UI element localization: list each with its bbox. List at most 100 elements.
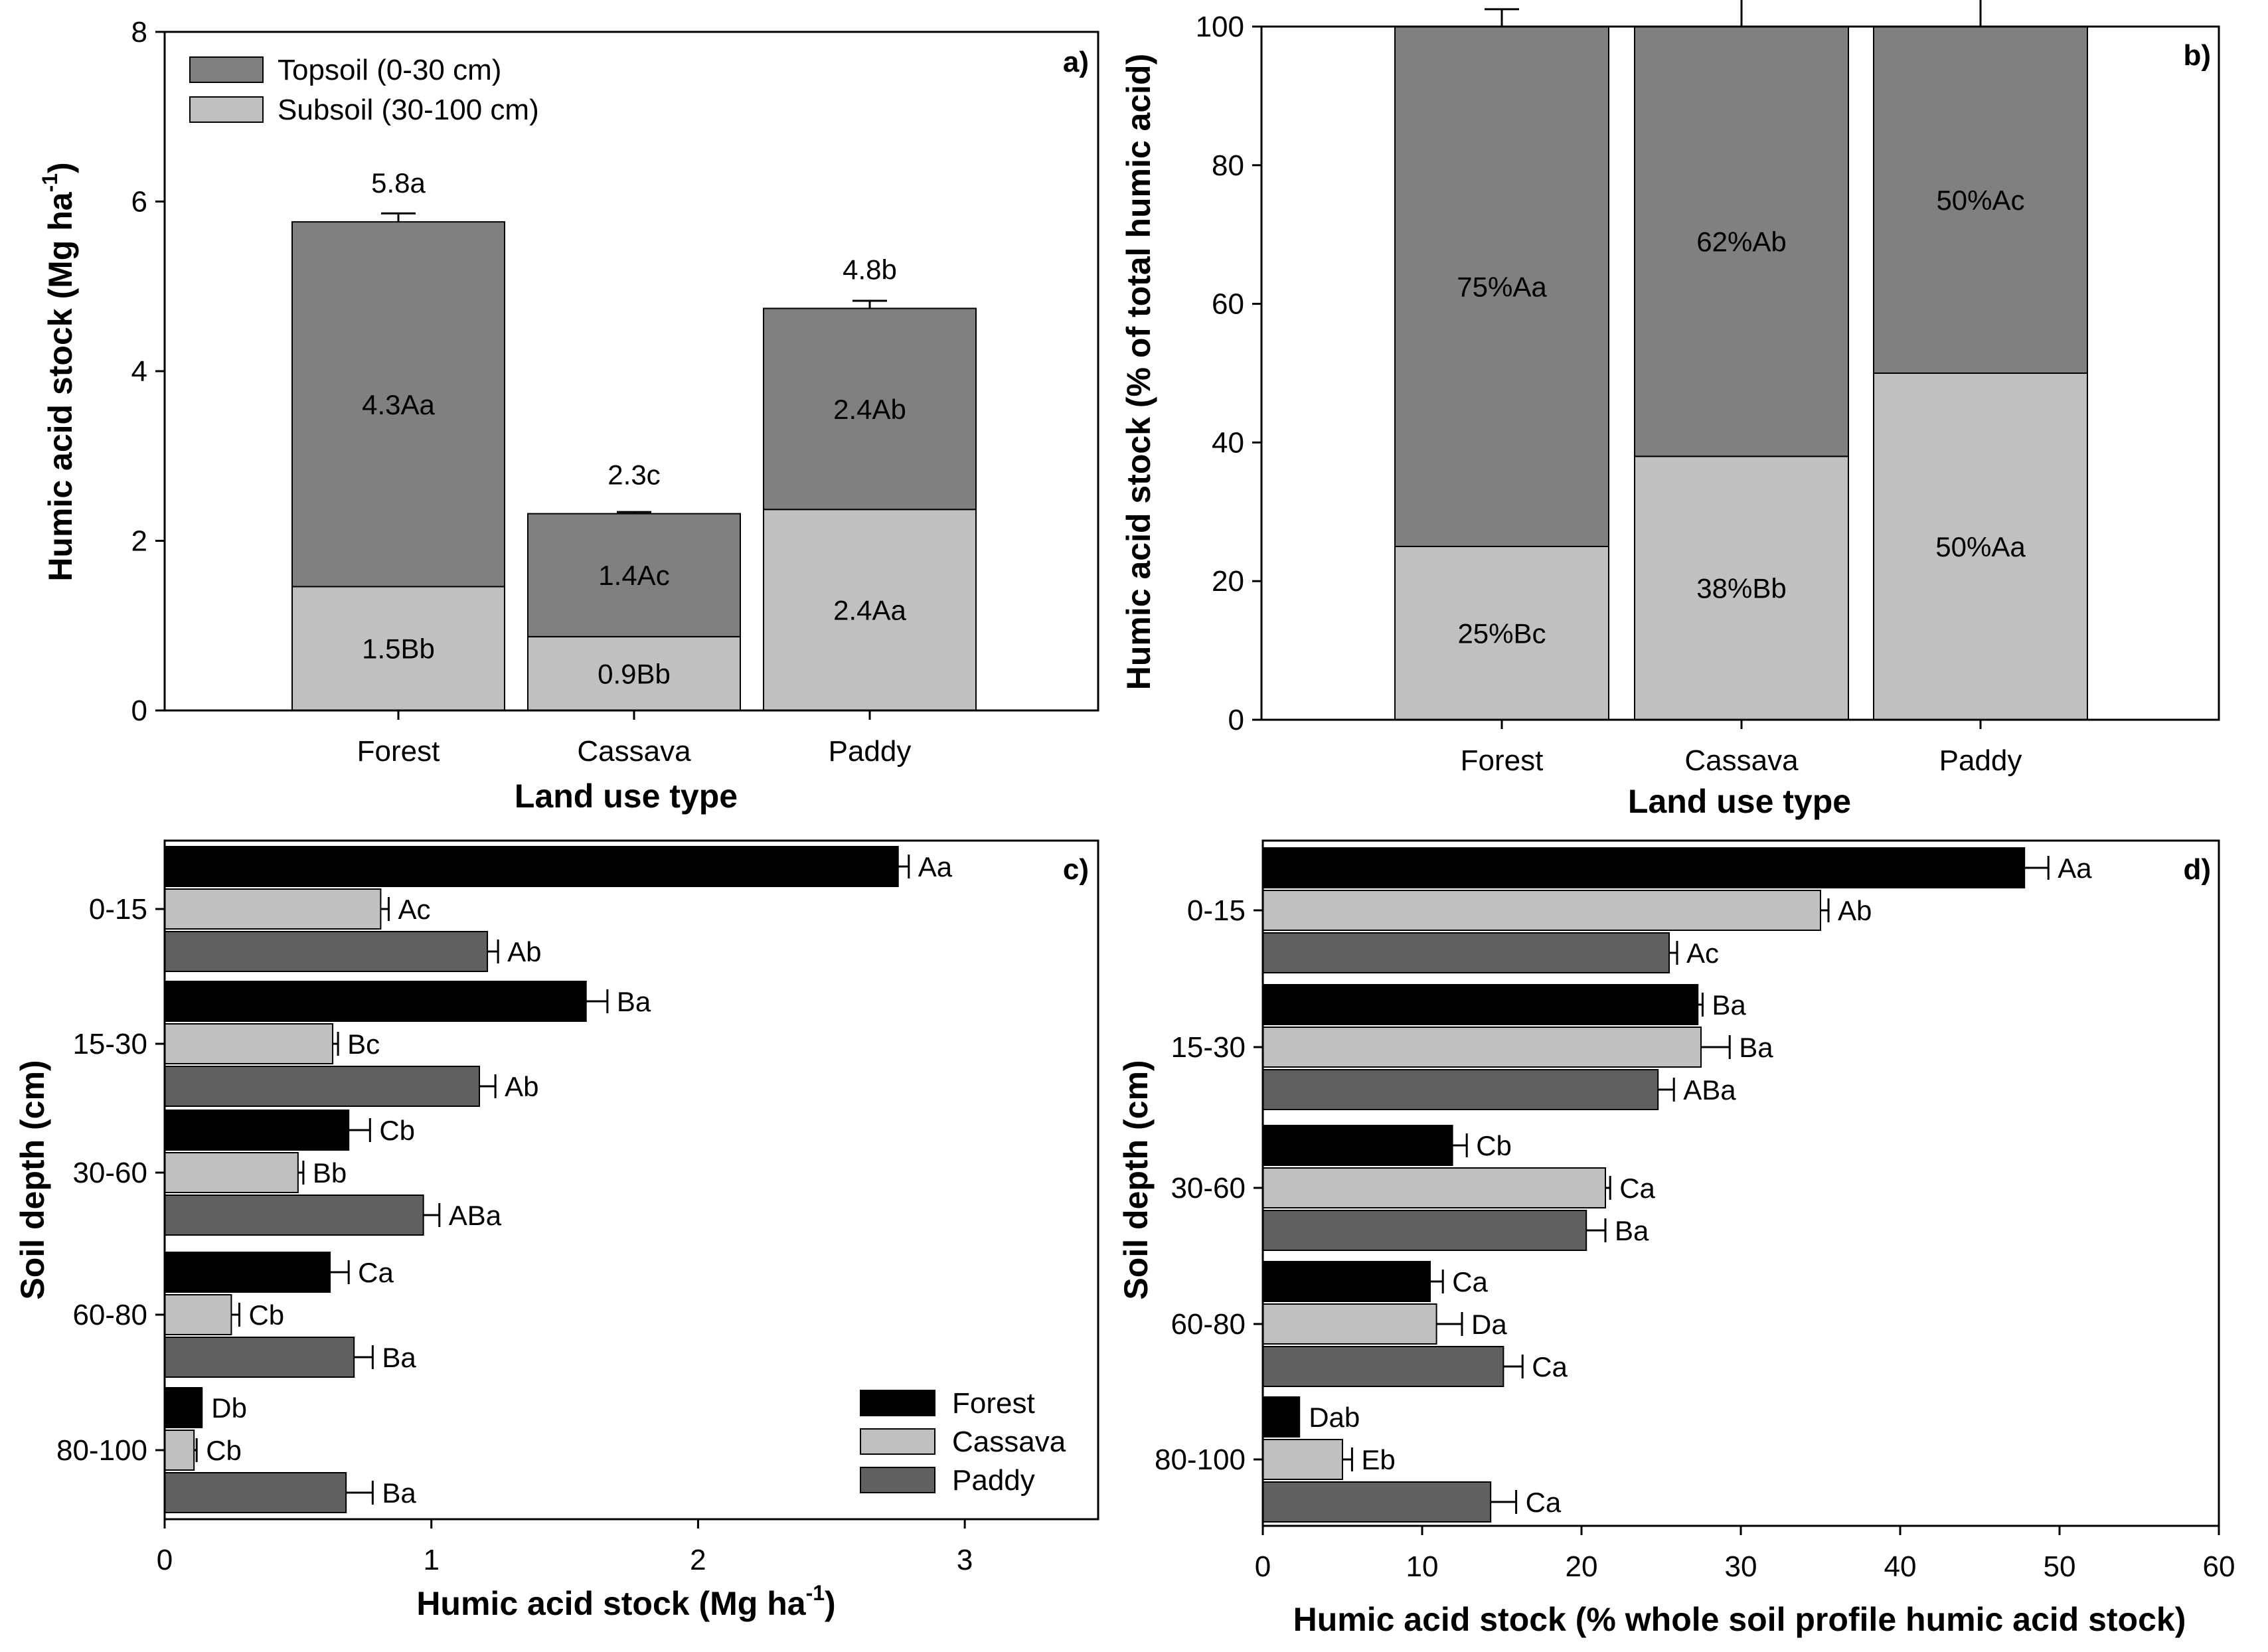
bar-value-label: Ba <box>382 1477 416 1509</box>
panel-b-tag: b) <box>2183 39 2211 72</box>
bar-cassava <box>164 1294 232 1335</box>
panel-a-tag: a) <box>1063 46 1089 78</box>
bar-value-label: Bc <box>347 1029 380 1060</box>
bar-topsoil <box>291 221 505 588</box>
y-tick-label: 2 <box>131 525 147 558</box>
bar-paddy <box>1262 1069 1659 1110</box>
y-tick-label: 0-15 <box>89 893 147 926</box>
bar-value-label: Eb <box>1361 1444 1395 1475</box>
bar-cassava <box>1262 1167 1606 1208</box>
bar-value-label: Ab <box>507 936 541 967</box>
y-tick-label: 6 <box>131 186 147 218</box>
bar-forest <box>164 1252 331 1293</box>
y-tick-label: 60-80 <box>72 1299 147 1331</box>
bar-subsoil <box>527 635 741 711</box>
x-tick-label: 30 <box>1725 1550 1757 1583</box>
legend-swatch-paddy <box>860 1467 935 1493</box>
bar-subsoil <box>763 509 977 711</box>
bar-value-label: Ac <box>398 894 430 925</box>
bar-forest <box>1262 1125 1453 1166</box>
bar-topsoil <box>1873 26 2088 374</box>
legend-label-cassava: Cassava <box>952 1426 1066 1458</box>
x-tick-label: Paddy <box>1939 744 2022 777</box>
bar-paddy <box>1262 932 1670 973</box>
bar-value-label: Aa <box>918 851 953 882</box>
bar-value-label: Cb <box>379 1115 415 1146</box>
bar-paddy <box>164 931 489 972</box>
panel-a-x-axis-title: Land use type <box>515 778 738 815</box>
bar-value-label: Aa <box>2058 853 2092 884</box>
bar-forest <box>1262 1261 1431 1302</box>
panel-b-frame <box>1260 25 2220 721</box>
legend-label-subsoil: Subsoil (30-100 cm) <box>278 94 539 126</box>
bar-value-label: Ca <box>1526 1487 1562 1518</box>
y-tick-label: 80-100 <box>56 1434 147 1467</box>
bar-value-label: Ca <box>1532 1351 1568 1382</box>
bar-topsoil <box>1394 26 1609 547</box>
bar-paddy <box>164 1195 424 1236</box>
legend-label-topsoil: Topsoil (0-30 cm) <box>278 54 501 86</box>
bar-cassava <box>1262 890 1821 931</box>
x-tick-label: 10 <box>1406 1550 1439 1583</box>
bar-value-label: Ab <box>1838 895 1872 926</box>
bar-paddy <box>164 1472 347 1513</box>
bar-forest <box>164 981 587 1022</box>
bar-cassava <box>1262 1303 1437 1345</box>
panel-c-tag: c) <box>1063 853 1089 886</box>
x-tick-label: 20 <box>1566 1550 1598 1583</box>
bar-value-label: 1.4Ac <box>598 560 669 591</box>
panel-c-x-axis-title: Humic acid stock (Mg ha-1) <box>416 1581 835 1622</box>
x-tick-label: 2 <box>690 1544 706 1576</box>
x-tick-label: 3 <box>957 1544 973 1576</box>
panel-b-y-axis-title: Humic acid stock (% of total humic acid) <box>1120 54 1157 691</box>
x-tick-label: 0 <box>1255 1550 1271 1583</box>
panel-b-x-axis-title: Land use type <box>1628 783 1851 820</box>
bar-forest <box>164 846 899 887</box>
bar-total-label: 5.8a <box>371 167 426 199</box>
bar-cassava <box>164 1430 195 1471</box>
bar-value-label: 75%Aa <box>1457 272 1547 303</box>
bar-value-label: Ba <box>1739 1032 1773 1063</box>
y-tick-label: 80-100 <box>1155 1444 1246 1476</box>
bar-value-label: Ba <box>1615 1215 1649 1246</box>
bar-value-label: ABa <box>449 1200 502 1231</box>
bar-value-label: 4.3Aa <box>362 389 435 420</box>
bar-cassava <box>1262 1027 1702 1068</box>
x-tick-label: Cassava <box>1684 744 1799 777</box>
bar-value-label: Da <box>1471 1309 1507 1340</box>
bar-value-label: 50%Ac <box>1936 185 2024 216</box>
bar-value-label: Cb <box>248 1299 284 1331</box>
bar-value-label: Ac <box>1686 938 1719 969</box>
bar-value-label: 50%Aa <box>1935 531 2026 562</box>
x-tick-label: Forest <box>1461 744 1544 777</box>
y-tick-label: 0 <box>131 695 147 727</box>
bar-paddy <box>164 1337 355 1378</box>
panel-c-horizontal-bar-chart: Aa Ac Ab Ba Bc Ab Cb Bb ABa Ca Cb Ba Db Cb Ba 0-15 15-3… <box>14 839 1099 1622</box>
bar-cassava <box>1262 1439 1343 1480</box>
y-tick-label: 0-15 <box>1187 894 1246 927</box>
y-tick-label: 20 <box>1212 565 1244 598</box>
legend-label-paddy: Paddy <box>952 1464 1035 1497</box>
bar-forest <box>164 1110 350 1151</box>
bar-value-label: Ba <box>1712 989 1746 1021</box>
bar-cassava <box>164 1152 299 1193</box>
y-tick-label: 60-80 <box>1171 1308 1246 1341</box>
bar-value-label: Dab <box>1309 1402 1360 1433</box>
bar-forest <box>164 1387 203 1428</box>
panel-c-legend: Forest Cassava Paddy <box>860 1387 1066 1497</box>
panel-d-x-axis-title: Humic acid stock (% whole soil profile h… <box>1293 1601 2186 1638</box>
bar-cassava <box>164 888 382 930</box>
bar-value-label: ABa <box>1683 1074 1736 1106</box>
bar-forest <box>1262 984 1699 1025</box>
bar-value-label: Cb <box>206 1435 242 1466</box>
y-tick-label: 15-30 <box>1171 1031 1246 1064</box>
panel-a-bar-chart: 1.5Bb 4.3Aa 5.8a 0.9Bb 1.4Ac 2.3c 2.4Aa 2.4Ab 4.… <box>38 16 1099 815</box>
bar-value-label: Cb <box>1476 1130 1512 1161</box>
bar-value-label: Ab <box>505 1071 538 1102</box>
y-tick-label: 15-30 <box>72 1028 147 1060</box>
bar-value-label: Bb <box>313 1157 347 1189</box>
legend-swatch-cassava <box>860 1428 935 1455</box>
bar-total-label: 2.3c <box>608 459 660 491</box>
y-tick-label: 4 <box>131 355 147 388</box>
panel-a-y-axis-title: Humic acid stock (Mg ha-1) <box>38 162 79 581</box>
